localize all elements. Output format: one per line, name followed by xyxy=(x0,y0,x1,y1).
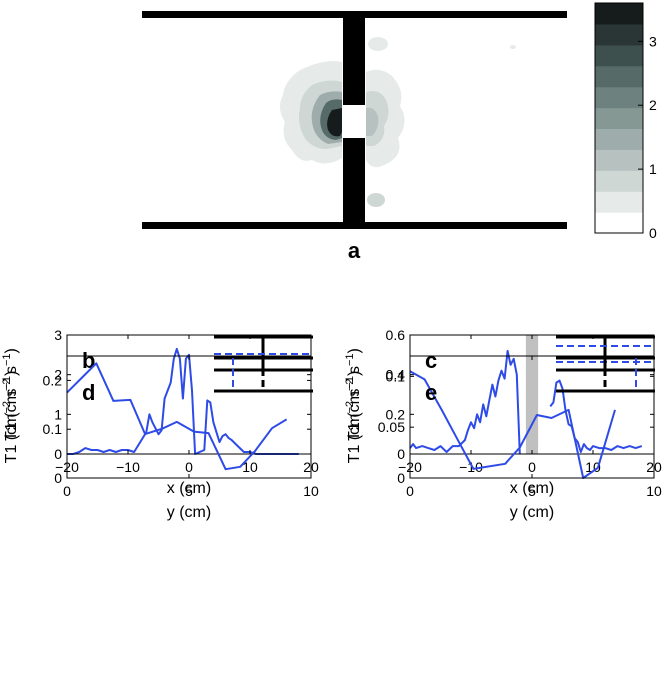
colorbar-swatch xyxy=(595,65,643,88)
colorbar-swatch xyxy=(595,149,643,171)
contour-patch-bottom xyxy=(367,193,385,207)
series-line-d xyxy=(66,362,288,471)
y-tick-label: 1 xyxy=(54,406,62,422)
colorbar-swatch xyxy=(595,212,643,234)
series-line-c-1 xyxy=(409,349,521,455)
colorbar-tick-label: 0 xyxy=(649,225,657,241)
y-axis-label: T1 (cm−2​ s−1​) xyxy=(1,348,20,441)
x-tick-label: 0 xyxy=(528,459,536,475)
panel-a: a 0 1 2 3 xyxy=(142,2,657,263)
colorbar: 0 1 2 3 xyxy=(594,2,657,241)
contour-right-3 xyxy=(366,107,379,136)
x-axis-label: x (cm) xyxy=(510,480,554,497)
x-tick-label: 5 xyxy=(185,483,193,499)
inset-barrier xyxy=(603,337,607,370)
y-tick-label: 0.6 xyxy=(386,327,406,343)
barrier-lower xyxy=(343,138,365,229)
y-tick-label: 0 xyxy=(397,470,405,486)
y-tick-label: 0.05 xyxy=(378,419,405,435)
y-tick-label: 0.1 xyxy=(386,368,406,384)
colorbar-swatch xyxy=(595,23,643,46)
colorbar-frame xyxy=(594,2,644,234)
contour-patch-dot xyxy=(510,45,516,49)
x-tick-label: −10 xyxy=(459,459,483,475)
x-tick-label: 0 xyxy=(406,483,414,499)
y-tick-label: 0.1 xyxy=(43,421,63,437)
x-tick-label: 10 xyxy=(585,459,601,475)
panel-d-label: d xyxy=(82,380,95,405)
x-tick-label: 5 xyxy=(528,483,536,499)
y-axis-label: T1 (cm−2​ s−1​) xyxy=(344,348,363,441)
colorbar-swatch xyxy=(595,191,643,213)
y-axis-label: T1 (cm−2​ s−1​) xyxy=(1,371,20,464)
y-tick-label: 3 xyxy=(54,327,62,343)
colorbar-swatch xyxy=(595,128,643,150)
colorbar-swatch xyxy=(595,86,643,109)
series-line-b xyxy=(67,347,299,455)
x-tick-label: −10 xyxy=(116,459,140,475)
x-axis-label: y (cm) xyxy=(167,504,211,521)
y-tick-label: 0.4 xyxy=(386,367,406,383)
colorbar-swatch xyxy=(595,44,643,67)
inset-schematic xyxy=(556,356,655,393)
inset-wall-bottom xyxy=(556,389,655,393)
contour-patch-top xyxy=(368,37,388,51)
x-tick-label: 10 xyxy=(646,483,662,499)
contour-left-core xyxy=(327,108,342,137)
colorbar-swatch xyxy=(595,170,643,192)
y-tick-label: 0 xyxy=(54,470,62,486)
inset-wall-bottom xyxy=(214,389,313,393)
panel-e: 0 5 10 0 0.05 0.1 y (cm) T1 (cm−2​ s−1​) e xyxy=(344,355,662,521)
series-line-c-2 xyxy=(549,379,643,453)
colorbar-tick-label: 3 xyxy=(649,33,657,49)
x-tick-label: 0 xyxy=(185,459,193,475)
inset-schematic xyxy=(214,335,313,372)
panel-e-label: e xyxy=(425,380,437,405)
x-tick-label: 0 xyxy=(63,483,71,499)
density-contours xyxy=(279,37,516,207)
y-tick-label: 0 xyxy=(54,446,62,462)
x-axis-label: x (cm) xyxy=(167,480,211,497)
colorbar-swatch xyxy=(595,107,643,130)
colorbar-tick-label: 2 xyxy=(649,97,657,113)
y-tick-label: 0.2 xyxy=(386,406,406,422)
colorbar-swatch xyxy=(595,3,643,25)
inset-schematic xyxy=(556,335,655,372)
barrier-upper xyxy=(343,11,365,105)
y-axis-label: T1 (cm−2​ s−1​) xyxy=(344,371,363,464)
y-tick-label: 0.2 xyxy=(43,372,63,388)
gap-band xyxy=(525,335,539,454)
panel-c-label: c xyxy=(425,348,437,373)
y-tick-label: 2 xyxy=(54,367,62,383)
x-axis-label: y (cm) xyxy=(510,504,554,521)
panel-a-label: a xyxy=(348,238,361,263)
inset-schematic xyxy=(214,356,313,393)
colorbar-tick-label: 1 xyxy=(649,161,657,177)
x-tick-label: 10 xyxy=(242,459,258,475)
panel-b-label: b xyxy=(82,348,95,373)
y-tick-label: 0 xyxy=(397,446,405,462)
axes-frame xyxy=(66,334,312,455)
x-tick-label: 10 xyxy=(303,483,319,499)
